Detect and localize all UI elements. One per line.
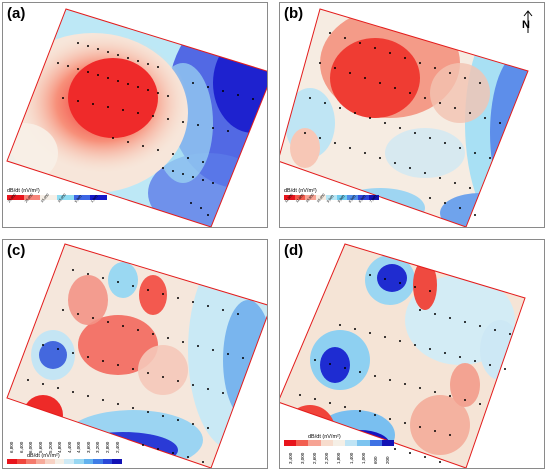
legend-tick: 3,600 — [85, 441, 91, 453]
map-b — [280, 8, 529, 227]
survey-lines-d — [299, 274, 511, 463]
legend-a: dB/dt (nV/m²) 25,000 20,000 15,000 10,00… — [7, 188, 108, 211]
panel-a-label: (a) — [7, 5, 26, 22]
legend-c: 6,800 6,400 6,000 5,600 5,200 4,800 4,40… — [7, 435, 122, 464]
legend-a-title: dB/dt (nV/m²) — [7, 188, 40, 194]
survey-lines-a — [57, 42, 254, 216]
legend-tick: 4,000 — [76, 441, 82, 453]
north-arrow-icon: N — [520, 9, 536, 35]
legend-tick: 6,800 — [9, 441, 15, 453]
legend-d: dB/dt (nV/m²) 3,400 3,000 2,600 2,200 1,… — [284, 434, 394, 464]
panel-c: (c) 6,800 6,400 — [2, 239, 268, 469]
panel-b-label: (b) — [284, 5, 304, 22]
panel-a: (a) dB/dt — [2, 2, 268, 228]
legend-a-ticks: 25,000 20,000 15,000 10,000 5,000 1,000 — [7, 193, 107, 211]
legend-tick: 4,800 — [57, 441, 63, 453]
legend-tick: 4,400 — [66, 441, 72, 453]
legend-c-title: dB/dt (nV/m²) — [27, 453, 60, 459]
legend-tick: 600 — [373, 456, 379, 464]
legend-c-ticks: 6,800 6,400 6,000 5,600 5,200 4,800 4,40… — [7, 435, 122, 453]
legend-d-title: dB/dt (nV/m²) — [308, 434, 341, 440]
map-c — [6, 243, 267, 468]
legend-tick: 2,400 — [114, 441, 120, 453]
legend-tick: 5,200 — [47, 441, 53, 453]
legend-tick: 2,200 — [324, 452, 330, 464]
legend-tick: 3,200 — [95, 441, 101, 453]
legend-tick: 200 — [385, 456, 391, 464]
north-label: N — [522, 19, 530, 31]
map-a — [6, 8, 267, 227]
legend-tick: 1,000 — [360, 452, 366, 464]
legend-tick: 1,400 — [348, 452, 354, 464]
legend-c-bar — [7, 459, 122, 464]
panel-d-label: (d) — [284, 242, 304, 259]
legend-b-title: dB/dt (nV/m²) — [284, 188, 317, 194]
panel-d: (d) dB/dt (nV/m²) — [279, 239, 545, 469]
legend-tick: 2,800 — [105, 441, 111, 453]
panel-b: (b) N dB/dt (nV/m²) — [279, 2, 545, 228]
legend-b: dB/dt (nV/m²) 11,500 11,000 10,500 10,00… — [284, 188, 380, 211]
legend-tick: 3,400 — [287, 452, 293, 464]
survey-lines-b — [304, 32, 501, 216]
legend-d-bar — [284, 440, 394, 446]
legend-d-ticks: 3,400 3,000 2,600 2,200 1,800 1,400 1,00… — [284, 446, 394, 464]
legend-tick: 6,000 — [28, 441, 34, 453]
legend-a-bar — [7, 195, 108, 200]
legend-tick: 6,400 — [18, 441, 24, 453]
legend-tick: 3,000 — [299, 452, 305, 464]
legend-tick: 2,600 — [312, 452, 318, 464]
legend-tick: 5,600 — [38, 441, 44, 453]
legend-tick: 1,800 — [336, 452, 342, 464]
panel-c-label: (c) — [7, 242, 26, 259]
legend-b-ticks: 11,500 11,000 10,500 10,000 9,500 9,000 … — [284, 193, 379, 211]
survey-lines-c — [27, 269, 244, 463]
legend-b-bar — [284, 195, 380, 200]
